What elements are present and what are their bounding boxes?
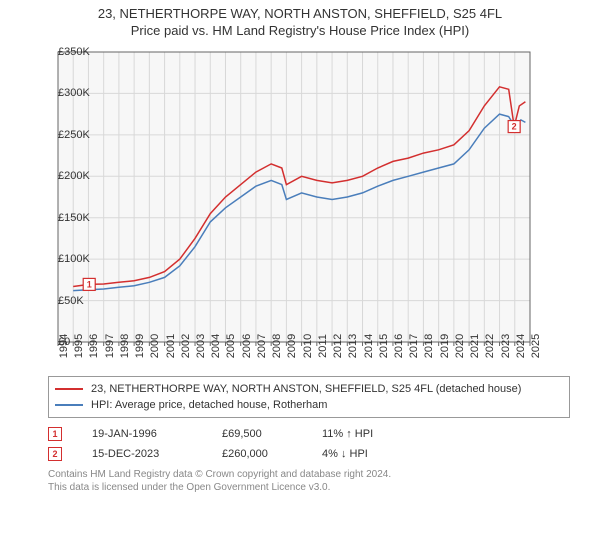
attribution-line2: This data is licensed under the Open Gov… — [48, 481, 570, 494]
legend-item: 23, NETHERTHORPE WAY, NORTH ANSTON, SHEF… — [55, 381, 563, 397]
x-tick-label: 2025 — [530, 334, 542, 358]
legend: 23, NETHERTHORPE WAY, NORTH ANSTON, SHEF… — [48, 376, 570, 418]
chart-area: £0£50K£100K£150K£200K£250K£300K£350K1994… — [10, 48, 540, 368]
x-tick-label: 1995 — [73, 334, 85, 358]
legend-label: HPI: Average price, detached house, Roth… — [91, 399, 327, 411]
svg-text:2: 2 — [512, 122, 517, 132]
chart-subtitle: Price paid vs. HM Land Registry's House … — [0, 23, 600, 38]
x-tick-label: 2015 — [378, 334, 390, 358]
sale-marker-icon: 1 — [48, 427, 62, 441]
sale-marker-icon: 2 — [48, 447, 62, 461]
x-tick-label: 2019 — [439, 334, 451, 358]
sale-price: £260,000 — [222, 448, 322, 460]
sale-row: 2 15-DEC-2023£260,0004% ↓ HPI — [48, 444, 570, 464]
sale-hpi: 11% ↑ HPI — [322, 428, 422, 440]
sale-row: 1 19-JAN-1996£69,50011% ↑ HPI — [48, 424, 570, 444]
x-tick-label: 2002 — [180, 334, 192, 358]
x-tick-label: 2007 — [256, 334, 268, 358]
x-tick-label: 2013 — [347, 334, 359, 358]
x-tick-label: 2001 — [165, 334, 177, 358]
svg-text:1: 1 — [87, 279, 92, 289]
sale-date: 19-JAN-1996 — [92, 428, 222, 440]
title-area: 23, NETHERTHORPE WAY, NORTH ANSTON, SHEF… — [0, 0, 600, 38]
sale-hpi: 4% ↓ HPI — [322, 448, 422, 460]
legend-swatch — [55, 404, 83, 406]
x-tick-label: 2023 — [500, 334, 512, 358]
attribution-line1: Contains HM Land Registry data © Crown c… — [48, 468, 570, 481]
x-tick-label: 2006 — [241, 334, 253, 358]
x-tick-label: 2011 — [317, 334, 329, 358]
sale-price: £69,500 — [222, 428, 322, 440]
x-tick-label: 2024 — [515, 334, 527, 358]
legend-swatch — [55, 388, 83, 390]
x-tick-label: 2004 — [210, 334, 222, 358]
sales-table: 1 19-JAN-1996£69,50011% ↑ HPI 2 15-DEC-2023… — [48, 424, 570, 464]
x-tick-label: 2017 — [408, 334, 420, 358]
x-tick-label: 2009 — [286, 334, 298, 358]
x-tick-label: 2018 — [423, 334, 435, 358]
x-tick-label: 2014 — [363, 334, 375, 358]
x-tick-label: 1998 — [119, 334, 131, 358]
x-tick-label: 1994 — [58, 334, 70, 358]
x-tick-label: 2008 — [271, 334, 283, 358]
x-tick-label: 1997 — [104, 334, 116, 358]
x-tick-label: 1996 — [88, 334, 100, 358]
chart-container: 23, NETHERTHORPE WAY, NORTH ANSTON, SHEF… — [0, 0, 600, 560]
x-tick-label: 2012 — [332, 334, 344, 358]
x-tick-label: 2010 — [302, 334, 314, 358]
x-tick-label: 2005 — [225, 334, 237, 358]
legend-item: HPI: Average price, detached house, Roth… — [55, 397, 563, 413]
x-tick-label: 2000 — [149, 334, 161, 358]
x-tick-label: 2021 — [469, 334, 481, 358]
x-tick-label: 2020 — [454, 334, 466, 358]
x-tick-label: 2003 — [195, 334, 207, 358]
x-tick-label: 2022 — [484, 334, 496, 358]
x-tick-label: 2016 — [393, 334, 405, 358]
sale-date: 15-DEC-2023 — [92, 448, 222, 460]
chart-title: 23, NETHERTHORPE WAY, NORTH ANSTON, SHEF… — [0, 6, 600, 21]
attribution: Contains HM Land Registry data © Crown c… — [48, 468, 570, 494]
x-tick-label: 1999 — [134, 334, 146, 358]
legend-label: 23, NETHERTHORPE WAY, NORTH ANSTON, SHEF… — [91, 383, 521, 395]
